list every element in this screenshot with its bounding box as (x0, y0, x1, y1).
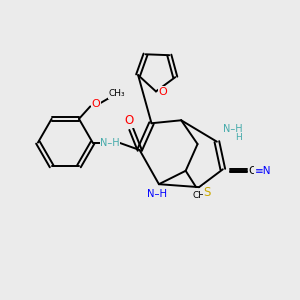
Text: CH₃: CH₃ (192, 191, 209, 200)
Text: CH₃: CH₃ (109, 89, 125, 98)
Text: C: C (248, 166, 256, 176)
Text: O: O (124, 114, 134, 128)
Text: N–H: N–H (100, 138, 120, 148)
Text: O: O (158, 87, 167, 97)
Text: O: O (91, 99, 100, 109)
Text: H: H (235, 133, 242, 142)
Text: ≡N: ≡N (255, 166, 271, 176)
Text: N–H: N–H (147, 189, 167, 199)
Text: S: S (204, 186, 211, 199)
Text: N–H: N–H (223, 124, 242, 134)
